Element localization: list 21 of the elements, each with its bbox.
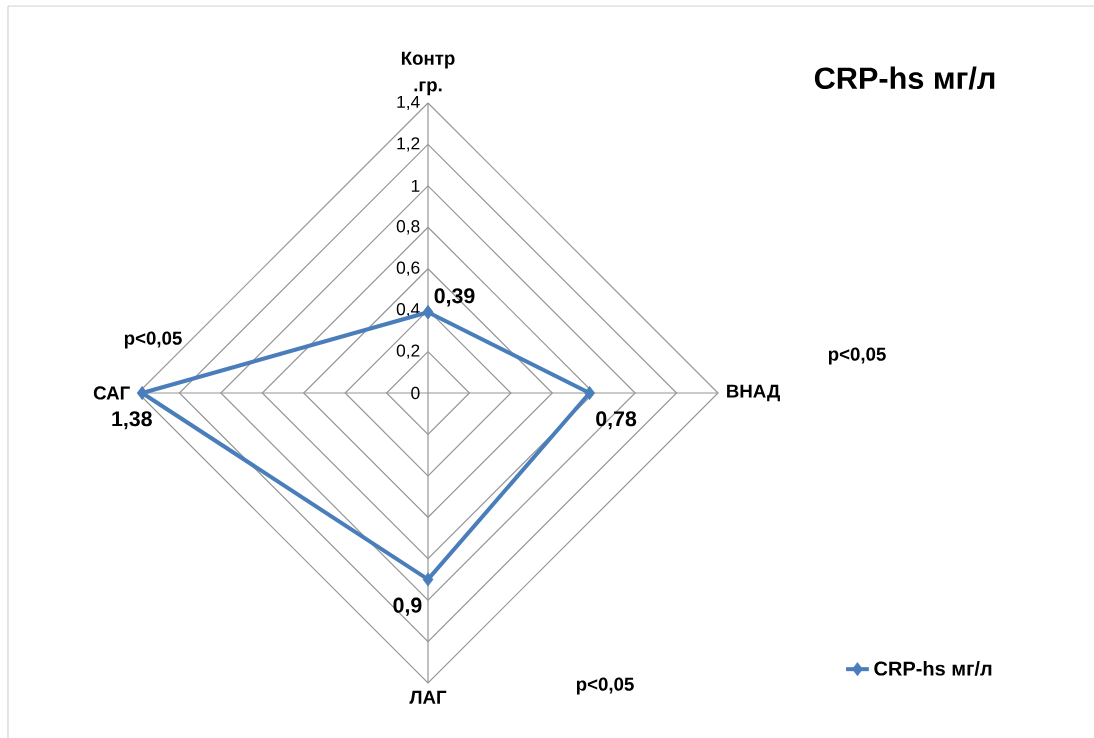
y-tick-label: 1,2: [397, 137, 420, 152]
y-tick-label: 0,8: [396, 220, 420, 235]
text: p<0,05: [576, 677, 634, 695]
data-label: 0,39: [434, 288, 475, 307]
y-tick-label: 0,4: [396, 302, 420, 318]
y-tick-label: 1: [411, 179, 420, 192]
spoke-label: ВНАД: [727, 384, 780, 402]
legend-label: CRP-hs мг/л: [874, 660, 992, 676]
data-label: 0,78: [596, 411, 637, 430]
spoke-label: Контр .гр.: [401, 51, 455, 96]
spoke-label: САГ: [93, 386, 130, 400]
y-tick-label: 0,6: [396, 261, 420, 276]
y-tick-label: 1,4: [397, 95, 420, 111]
spoke-label: ЛАГ: [409, 690, 447, 704]
y-tick-label: 0,2: [396, 344, 420, 359]
y-tick-label: 0: [411, 386, 420, 400]
text: p<0,05: [124, 331, 182, 349]
text: p<0,05: [828, 347, 886, 365]
chart-title: CRP-hs мг/л: [814, 66, 995, 90]
data-label: 1,38: [112, 411, 152, 430]
data-label: 0,9: [393, 597, 422, 616]
